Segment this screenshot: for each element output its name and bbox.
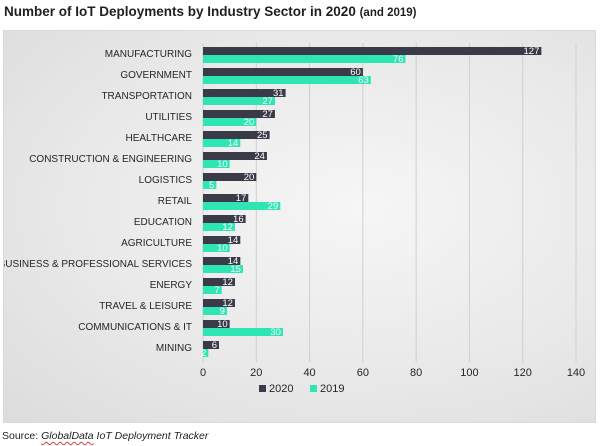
bar-2019 <box>203 328 283 336</box>
data-label-2020: 14 <box>228 235 239 246</box>
bar-2019 <box>203 223 235 231</box>
data-label-2020: 6 <box>212 340 217 351</box>
category-label: GOVERNMENT <box>120 70 192 81</box>
bar-2020 <box>203 173 257 181</box>
bar-2020 <box>203 110 275 118</box>
bar-2019 <box>203 118 257 126</box>
data-label-2020: 14 <box>228 256 239 267</box>
data-label-2020: 20 <box>244 172 255 183</box>
data-label-2019: 9 <box>220 306 225 317</box>
bar-2020 <box>203 89 286 97</box>
x-tick-label: 120 <box>514 367 532 379</box>
data-label-2020: 31 <box>273 88 284 99</box>
data-label-2020: 24 <box>254 151 265 162</box>
data-label-2019: 12 <box>222 222 233 233</box>
data-label-2019: 10 <box>217 159 228 170</box>
source-suffix: IoT Deployment Tracker <box>93 430 209 442</box>
bar-2020 <box>203 257 241 265</box>
bar-2019 <box>203 55 406 63</box>
bar-2019 <box>203 244 230 252</box>
bar-2020 <box>203 320 230 328</box>
source-name: GlobalData <box>41 430 94 442</box>
bar-2019 <box>203 76 371 84</box>
category-label: ENERGY <box>150 280 193 291</box>
data-label-2020: 12 <box>222 298 233 309</box>
bar-2020 <box>203 68 363 76</box>
category-label: MANUFACTURING <box>105 49 192 60</box>
data-label-2020: 10 <box>217 319 228 330</box>
x-tick-label: 60 <box>357 367 369 379</box>
data-label-2019: 10 <box>217 243 228 254</box>
chart-title-main: Number of IoT Deployments by Industry Se… <box>4 4 356 19</box>
bar-2019 <box>203 265 243 273</box>
bar-2019 <box>203 307 227 315</box>
chart-title: Number of IoT Deployments by Industry Se… <box>4 4 416 19</box>
data-label-2019: 14 <box>228 138 239 149</box>
category-label: MINING <box>156 343 192 354</box>
data-label-2019: 5 <box>209 180 214 191</box>
legend-label-2019: 2019 <box>320 383 344 395</box>
category-label: HEALTHCARE <box>126 133 193 144</box>
data-label-2020: 127 <box>524 46 540 57</box>
category-label: COMMUNICATIONS & IT <box>78 322 192 333</box>
x-tick-label: 100 <box>460 367 478 379</box>
data-label-2019: 76 <box>393 54 404 65</box>
data-label-2020: 17 <box>236 193 247 204</box>
chart-panel: 0 20 40 60 80 100 120 140 MANUFACTURING 127 76 GOVE… <box>3 30 596 423</box>
bar-2019 <box>203 160 230 168</box>
data-label-2020: 25 <box>257 130 268 141</box>
category-label: CONSTRUCTION & ENGINEERING <box>29 154 192 165</box>
x-tick-label: 80 <box>410 367 422 379</box>
legend-label-2020: 2020 <box>269 383 293 395</box>
data-label-2019: 30 <box>270 327 281 338</box>
bar-2019 <box>203 202 281 210</box>
data-label-2019: 63 <box>358 75 369 86</box>
category-label: LOGISTICS <box>139 175 193 186</box>
bar-2020 <box>203 278 235 286</box>
category-label: EDUCATION <box>134 217 192 228</box>
data-label-2019: 27 <box>262 96 273 107</box>
bar-2019 <box>203 349 209 357</box>
bar-2019 <box>203 181 217 189</box>
category-label: BUSINESS & PROFESSIONAL SERVICES <box>4 259 192 270</box>
bar-2020 <box>203 236 241 244</box>
data-label-2020: 27 <box>262 109 273 120</box>
category-label: AGRICULTURE <box>121 238 192 249</box>
bar-2019 <box>203 97 275 105</box>
data-label-2019: 7 <box>214 285 219 296</box>
bar-2020 <box>203 341 219 349</box>
x-tick-label: 20 <box>250 367 262 379</box>
bar-2020 <box>203 194 249 202</box>
bar-2020 <box>203 47 542 55</box>
x-tick-label: 40 <box>303 367 315 379</box>
legend-swatch-2020 <box>259 385 266 392</box>
bar-2019 <box>203 286 222 294</box>
category-label: TRANSPORTATION <box>101 91 192 102</box>
data-label-2019: 2 <box>201 348 206 359</box>
data-label-2020: 60 <box>350 67 361 78</box>
x-tick-label: 0 <box>200 367 206 379</box>
source-note: Source: GlobalData IoT Deployment Tracke… <box>2 430 208 442</box>
data-label-2019: 20 <box>244 117 255 128</box>
data-label-2019: 29 <box>268 201 279 212</box>
legend-swatch-2019 <box>310 385 317 392</box>
bar-2020 <box>203 152 267 160</box>
category-label: TRAVEL & LEISURE <box>99 301 192 312</box>
bar-2020 <box>203 215 246 223</box>
bar-2020 <box>203 131 270 139</box>
x-tick-label: 140 <box>567 367 585 379</box>
data-label-2020: 12 <box>222 277 233 288</box>
category-label: RETAIL <box>158 196 193 207</box>
data-label-2020: 16 <box>233 214 244 225</box>
bar-2020 <box>203 299 235 307</box>
bar-2019 <box>203 139 241 147</box>
chart-title-suffix: (and 2019) <box>359 7 417 19</box>
category-label: UTILITIES <box>145 112 192 123</box>
data-label-2019: 15 <box>230 264 241 275</box>
source-prefix: Source: <box>2 430 42 442</box>
